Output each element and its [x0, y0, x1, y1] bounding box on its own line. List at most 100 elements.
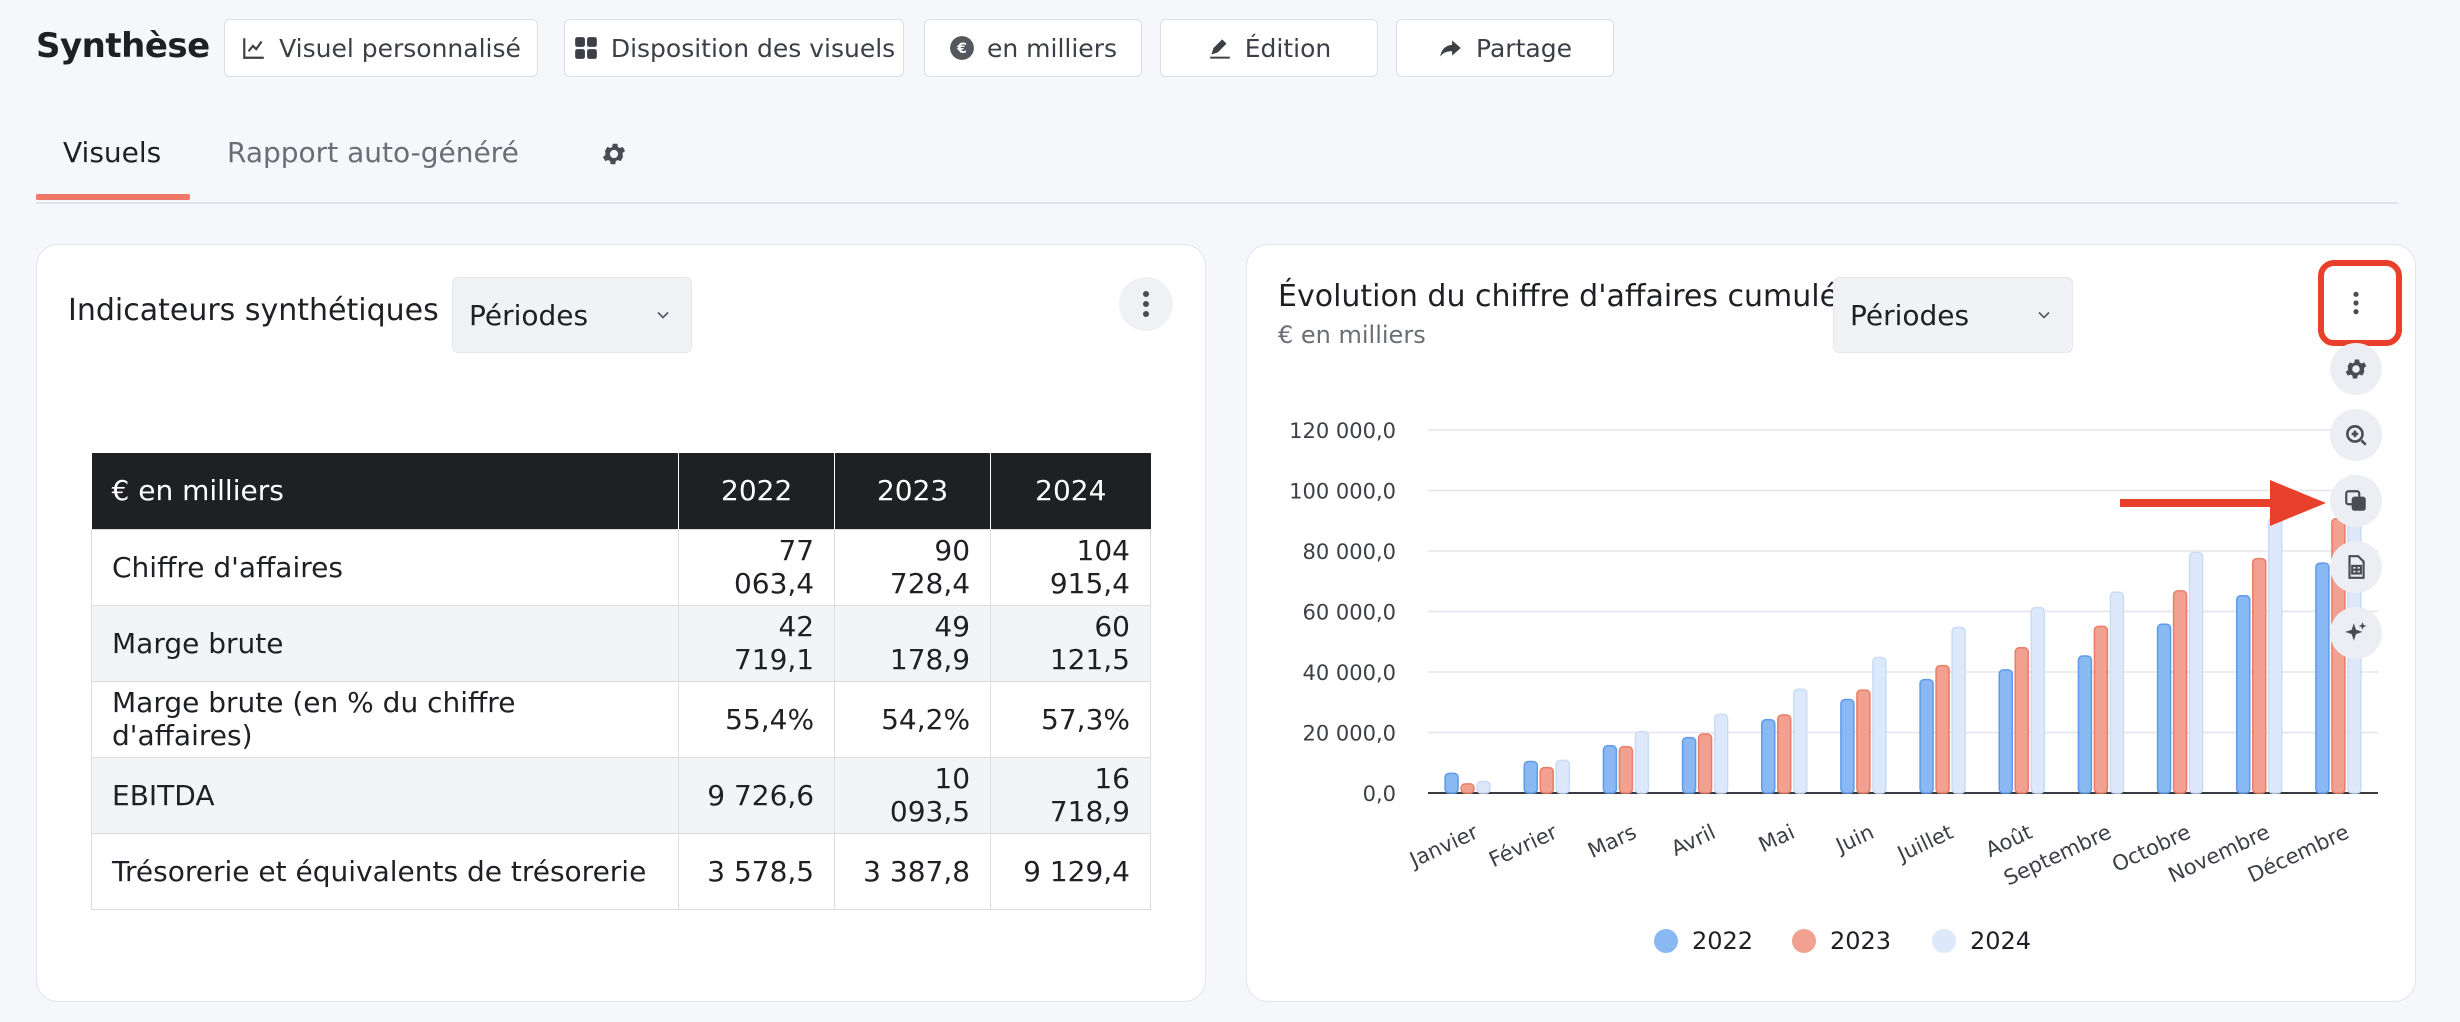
- sparkle-icon: [2345, 622, 2367, 641]
- bar: [1919, 678, 1934, 794]
- revenue-chart-card: Évolution du chiffre d'affaires cumulé €…: [1246, 244, 2416, 1002]
- bar: [1856, 689, 1871, 794]
- legend-label: 2023: [1830, 927, 1892, 955]
- active-tab-indicator: [36, 194, 190, 200]
- bar: [2077, 655, 2093, 794]
- grid-icon: [574, 37, 597, 59]
- y-tick-label: 80 000,0: [1302, 540, 1396, 564]
- table-cell: 49 178,9: [834, 604, 992, 682]
- table-header-row: € en milliers 2022 2023 2024: [91, 453, 1151, 529]
- bar: [1951, 626, 1966, 794]
- y-tick-label: 20 000,0: [1302, 722, 1396, 746]
- chart-periods-select[interactable]: Périodes: [1833, 277, 2073, 353]
- legend-swatch: [1792, 929, 1816, 953]
- pointer-arrow: [2120, 480, 2326, 526]
- bar: [2109, 591, 2125, 794]
- bar: [2093, 625, 2109, 794]
- periods-select-value: Périodes: [469, 298, 589, 332]
- kebab-icon: [2353, 291, 2359, 315]
- table-cell: Marge brute: [90, 604, 680, 682]
- table-cell: Marge brute (en % du chiffre d'affaires): [90, 680, 680, 758]
- euro-icon: €: [950, 36, 974, 60]
- bar: [1460, 783, 1475, 794]
- layout-button[interactable]: Disposition des visuels: [564, 19, 904, 77]
- chevron-down-icon: [657, 311, 669, 319]
- table-header-cell: 2022: [678, 453, 835, 529]
- bar: [1713, 713, 1729, 794]
- bar: [1998, 669, 2013, 794]
- periods-select[interactable]: Périodes: [452, 277, 692, 353]
- chart-settings-button[interactable]: [2330, 343, 2382, 395]
- tab-visuals[interactable]: Visuels: [63, 136, 162, 169]
- zoom-button[interactable]: [2330, 409, 2382, 461]
- share-label: Partage: [1476, 33, 1572, 63]
- bar: [1555, 759, 1570, 794]
- y-tick-label: 40 000,0: [1302, 661, 1396, 685]
- bar: [2252, 557, 2267, 794]
- bar: [2172, 590, 2188, 794]
- bar: [1444, 772, 1459, 794]
- y-tick-label: 120 000,0: [1289, 419, 1396, 443]
- units-label: en milliers: [987, 33, 1117, 63]
- legend-item[interactable]: 2024: [1932, 927, 2031, 955]
- ai-insights-button[interactable]: [2330, 607, 2382, 659]
- x-tick-label: Mai: [1755, 820, 1799, 857]
- bar: [1793, 688, 1808, 794]
- x-tick-label: Mars: [1584, 820, 1640, 863]
- svg-text:€: €: [956, 41, 967, 57]
- bar: [1761, 719, 1776, 794]
- edit-button[interactable]: Édition: [1160, 19, 1378, 77]
- table-cell: 42 719,1: [678, 604, 836, 682]
- y-tick-label: 100 000,0: [1289, 480, 1396, 504]
- bar: [1840, 698, 1855, 794]
- x-tick-label: Avril: [1667, 820, 1719, 861]
- chevron-down-icon: [2038, 311, 2050, 319]
- page-title: Synthèse: [36, 26, 210, 66]
- bar: [2315, 562, 2330, 794]
- table-cell: 16 718,9: [990, 756, 1151, 834]
- x-tick-label: Janvier: [1404, 820, 1482, 873]
- x-tick-label: Juin: [1831, 820, 1878, 859]
- table-cell: 3 387,8: [834, 832, 992, 910]
- indicators-card: Indicateurs synthétiques Périodes € en m…: [36, 244, 1206, 1002]
- table-cell: 55,4%: [678, 680, 836, 758]
- table-row: Trésorerie et équivalents de trésorerie …: [90, 832, 1151, 910]
- custom-visual-button[interactable]: Visuel personnalisé: [224, 19, 538, 77]
- table-cell: 90 728,4: [834, 528, 992, 606]
- table-header-cell: € en milliers: [91, 453, 679, 529]
- x-tick-label: Février: [1485, 820, 1561, 872]
- table-cell: Chiffre d'affaires: [90, 528, 680, 606]
- layout-label: Disposition des visuels: [610, 33, 896, 63]
- bar: [1618, 745, 1634, 794]
- legend-label: 2024: [1970, 927, 2032, 955]
- bar: [1872, 656, 1887, 794]
- chart-menu-button[interactable]: [2330, 277, 2382, 329]
- share-icon: [1440, 40, 1461, 57]
- bar: [1602, 745, 1618, 794]
- duplicate-button[interactable]: [2330, 475, 2382, 527]
- x-tick-label: Juillet: [1892, 820, 1957, 867]
- bar: [2156, 623, 2172, 794]
- menu-highlight-box: [2318, 260, 2402, 346]
- indicators-menu-button[interactable]: [1119, 277, 1173, 331]
- legend-item[interactable]: 2023: [1792, 927, 1891, 955]
- share-button[interactable]: Partage: [1396, 19, 1614, 77]
- table-cell: 77 063,4: [678, 528, 836, 606]
- table-header-cell: 2024: [990, 453, 1151, 529]
- y-tick-label: 60 000,0: [1302, 601, 1396, 625]
- settings-gear-icon[interactable]: [600, 140, 628, 168]
- pen-icon: [1210, 39, 1230, 59]
- units-button[interactable]: € en milliers: [924, 19, 1142, 77]
- bar: [1539, 766, 1554, 794]
- table-cell: 10 093,5: [834, 756, 992, 834]
- bar: [1697, 733, 1713, 794]
- bar: [1476, 780, 1491, 794]
- edit-label: Édition: [1244, 33, 1332, 63]
- table-cell: 3 578,5: [678, 832, 836, 910]
- tab-report[interactable]: Rapport auto-généré: [227, 136, 519, 169]
- export-button[interactable]: [2330, 541, 2382, 593]
- table-row: Marge brute 42 719,1 49 178,9 60 121,5: [90, 604, 1151, 682]
- table-cell: EBITDA: [90, 756, 680, 834]
- legend-item[interactable]: 2022: [1654, 927, 1753, 955]
- table-cell: 60 121,5: [990, 604, 1151, 682]
